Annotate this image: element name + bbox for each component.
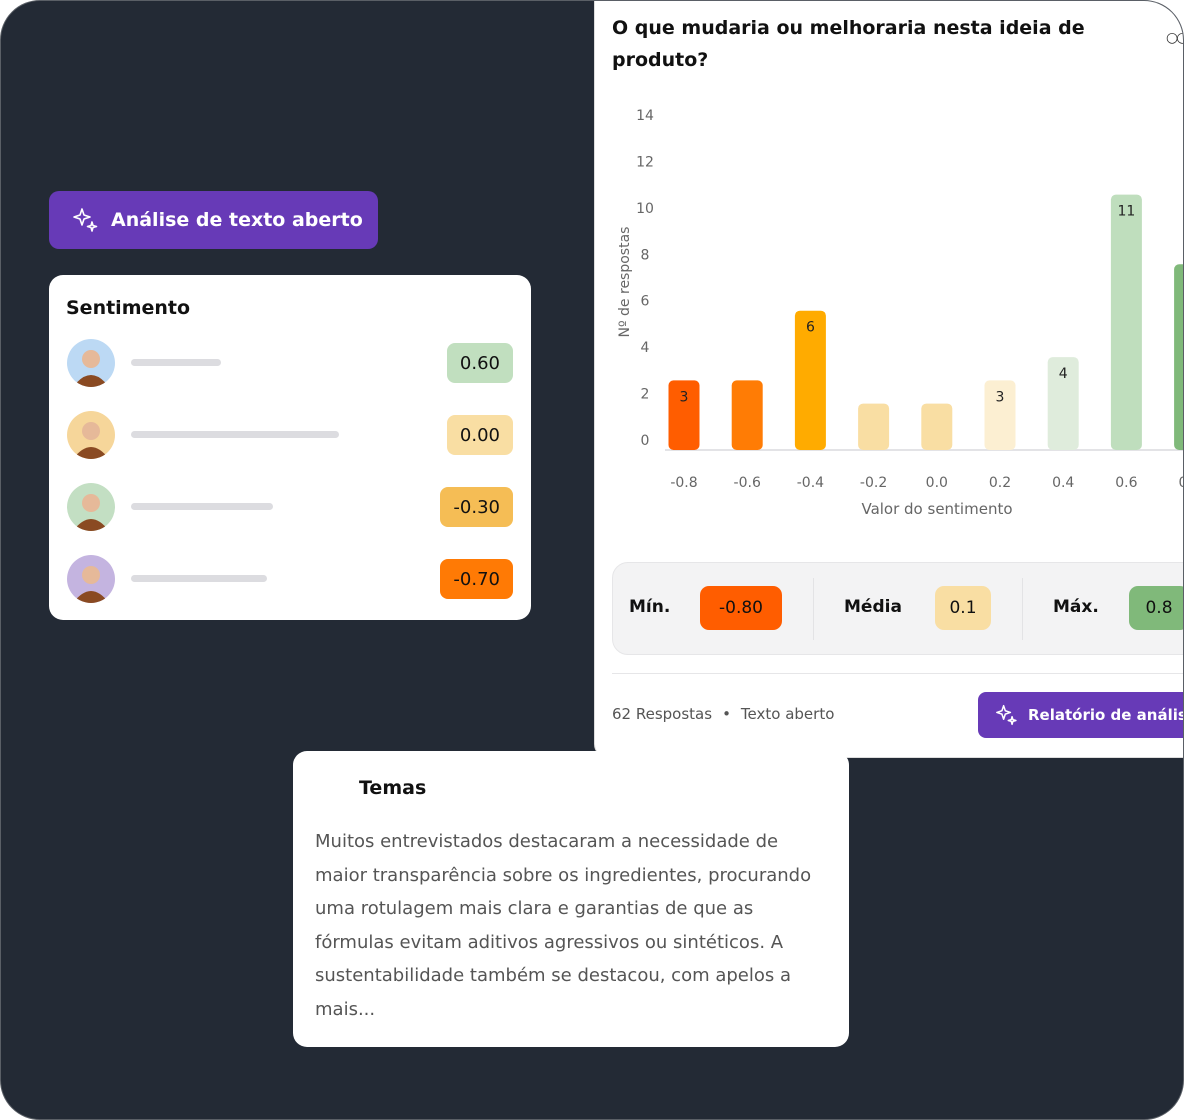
response-footer: 62 Respostas • Texto aberto xyxy=(612,705,834,723)
y-tick-label: 0 xyxy=(641,433,650,449)
avatar xyxy=(67,555,115,603)
bar[interactable] xyxy=(794,310,826,450)
bar-data-label: 11 xyxy=(1117,204,1135,220)
sentiment-row: 0.60 xyxy=(67,339,513,387)
sentiment-title: Sentimento xyxy=(66,297,191,319)
bar[interactable] xyxy=(668,380,700,450)
y-tick-label: 4 xyxy=(641,340,650,356)
open-text-analysis-button[interactable]: Análise de texto aberto xyxy=(49,191,378,249)
x-tick-label: 0.2 xyxy=(989,475,1011,491)
sentiment-row: -0.70 xyxy=(67,555,513,603)
bar[interactable] xyxy=(921,403,953,450)
bar-data-label: 3 xyxy=(996,389,1005,405)
max-value-badge: 0.8 xyxy=(1129,586,1183,630)
x-tick-label: -0.6 xyxy=(734,475,761,491)
y-tick-label: 2 xyxy=(641,387,650,403)
sentiment-score-badge: -0.30 xyxy=(440,487,513,527)
sentiment-score-badge: -0.70 xyxy=(440,559,513,599)
y-tick-label: 12 xyxy=(636,154,654,170)
x-tick-label: -0.2 xyxy=(860,475,887,491)
analysis-report-label: Relatório de análise xyxy=(1028,706,1184,724)
question-title: O que mudaria ou melhoraria nesta ideia … xyxy=(612,17,1085,71)
open-text-analysis-label: Análise de texto aberto xyxy=(111,209,363,231)
response-count: 62 Respostas xyxy=(612,705,713,723)
y-tick-label: 10 xyxy=(636,201,654,217)
more-horizontal-icon[interactable]: ○○○ xyxy=(1166,30,1183,46)
x-tick-label: -0.4 xyxy=(797,475,824,491)
x-tick-label: 0.6 xyxy=(1115,475,1137,491)
bar-data-label: 6 xyxy=(806,320,815,336)
min-value-badge: -0.80 xyxy=(700,586,782,630)
stats-summary: Mín. -0.80 Média 0.1 Máx. 0.8 xyxy=(612,562,1183,655)
text-placeholder-bar xyxy=(131,503,273,510)
x-axis-label: Valor do sentimento xyxy=(861,500,1012,518)
sparkle-icon xyxy=(996,704,1017,726)
question-type: Texto aberto xyxy=(740,705,835,723)
sentiment-score-badge: 0.60 xyxy=(446,343,513,383)
avatar xyxy=(67,483,115,531)
x-tick-label: 0.0 xyxy=(926,475,948,491)
average-label: Média xyxy=(844,597,902,617)
y-tick-label: 14 xyxy=(636,108,654,124)
person-avatar-icon xyxy=(73,422,109,459)
text-placeholder-bar xyxy=(131,431,339,438)
avatar xyxy=(67,339,115,387)
x-tick-label: -0.8 xyxy=(670,475,697,491)
divider xyxy=(813,578,814,640)
y-axis-label: Nº de respostas xyxy=(617,227,633,338)
max-label: Máx. xyxy=(1053,597,1099,617)
sentiment-score-badge: 0.00 xyxy=(446,415,513,455)
sentiment-row: 0.00 xyxy=(67,411,513,459)
bar[interactable] xyxy=(984,380,1016,450)
bar[interactable] xyxy=(1174,264,1184,450)
x-tick-label: 0.4 xyxy=(1052,475,1074,491)
text-placeholder-bar xyxy=(131,575,267,582)
x-tick-label: 0.8 xyxy=(1178,475,1184,491)
sentiment-row: -0.30 xyxy=(67,483,513,531)
avatar xyxy=(67,411,115,459)
average-value-badge: 0.1 xyxy=(935,586,991,630)
themes-title: Temas xyxy=(359,777,427,799)
y-tick-label: 6 xyxy=(641,294,650,310)
bar[interactable] xyxy=(1110,194,1142,450)
text-placeholder-bar xyxy=(131,359,221,366)
bar[interactable] xyxy=(731,380,763,450)
sentiment-bar-chart: 0 2 4 6 8 10 12 14 Nº de respostas 3 -0.8 -0.6 6 -0.4… xyxy=(617,108,1184,518)
bar[interactable] xyxy=(1047,357,1079,450)
bar-data-label: 4 xyxy=(1059,366,1068,382)
themes-card: Temas Muitos entrevistados destacaram a … xyxy=(293,751,849,1047)
min-label: Mín. xyxy=(629,597,671,617)
person-avatar-icon xyxy=(73,566,109,603)
person-avatar-icon xyxy=(73,494,109,531)
y-tick-label: 8 xyxy=(641,247,650,263)
themes-summary: Muitos entrevistados destacaram a necess… xyxy=(315,831,812,1020)
bar-data-label: 3 xyxy=(680,389,689,405)
question-card: O que mudaria ou melhoraria nesta ideia … xyxy=(594,1,1184,758)
divider xyxy=(1022,578,1023,640)
person-avatar-icon xyxy=(73,350,109,387)
sparkle-icon xyxy=(73,208,98,232)
analysis-report-button[interactable]: Relatório de análise xyxy=(978,692,1184,738)
divider xyxy=(612,673,1183,674)
bar[interactable] xyxy=(858,403,890,450)
sentiment-card: Sentimento 0.60 0.00 -0.30 -0.70 xyxy=(49,275,531,620)
separator: • xyxy=(722,705,731,723)
